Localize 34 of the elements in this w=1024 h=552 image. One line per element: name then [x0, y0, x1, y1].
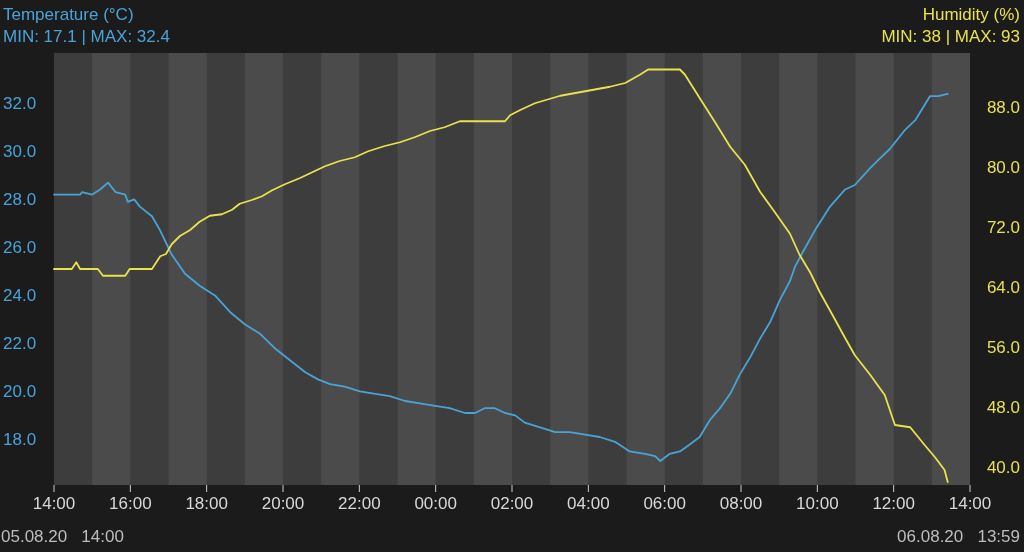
text: MIN: 17.1 | MAX: 32.4	[3, 27, 170, 46]
x-tick-label: 22:00	[338, 494, 381, 513]
y-tick-label: 24.0	[3, 286, 37, 306]
x-tick-label: 16:00	[109, 494, 152, 513]
x-tick-label: 08:00	[719, 494, 763, 513]
text: 06.08.20 13:59	[897, 527, 1020, 546]
y2-tick-label: 40.0	[986, 458, 1020, 477]
x-tick-label: 10:00	[796, 494, 839, 513]
x-tick-label: 14:00	[948, 494, 992, 513]
y2-tick-label: 80.0	[986, 158, 1020, 177]
x-tick-label: 18:00	[185, 494, 228, 513]
y-tick-label: 30.0	[3, 142, 37, 162]
x-tick-label: 20:00	[261, 494, 305, 513]
y-tick-label: 32.0	[3, 94, 37, 114]
x-tick-label: 04:00	[567, 494, 610, 513]
y2-axis-title: Humidity (%)	[922, 5, 1020, 24]
y-tick-label: 20.0	[3, 382, 37, 402]
x-tick-label: 00:00	[414, 494, 457, 513]
y2-tick-label: 56.0	[986, 338, 1020, 357]
y2-tick-label: 72.0	[986, 218, 1020, 237]
x-tick-label: 06:00	[643, 494, 686, 513]
y-tick-label: 18.0	[3, 430, 37, 450]
text: MIN: 38 | MAX: 93	[881, 27, 1020, 46]
y-tick-label: 22.0	[3, 334, 37, 354]
y2-tick-label: 88.0	[986, 98, 1020, 117]
y-tick-label: 28.0	[3, 190, 37, 210]
y2-tick-label: 64.0	[986, 278, 1020, 297]
y2-tick-label: 48.0	[986, 398, 1020, 417]
x-tick-label: 12:00	[872, 494, 915, 513]
x-tick-label: 02:00	[490, 494, 534, 513]
y-axis-title: Temperature (°C)	[3, 5, 134, 24]
x-tick-label: 14:00	[32, 494, 76, 513]
text: 05.08.20 14:00	[1, 527, 124, 546]
y-tick-label: 26.0	[3, 238, 37, 258]
